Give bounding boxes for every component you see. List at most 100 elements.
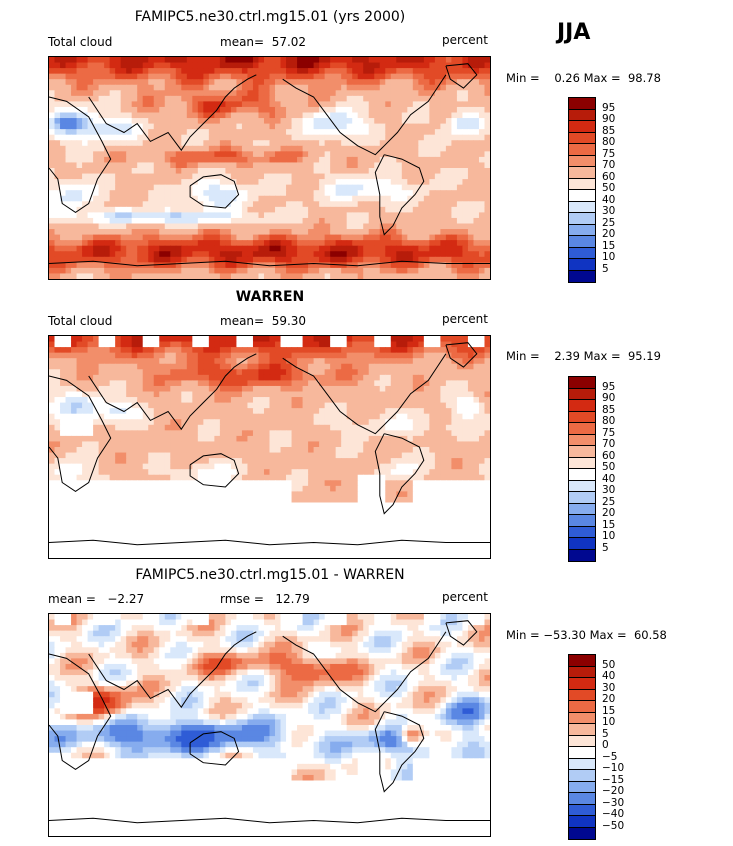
colorbar-level-label: 15 xyxy=(602,239,616,252)
colorbar-swatch xyxy=(569,178,595,190)
panel-1-title: FAMIPC5.ne30.ctrl.mg15.01 (yrs 2000) xyxy=(134,9,406,25)
coastline xyxy=(189,731,240,766)
colorbar-level-label: 30 xyxy=(602,205,616,217)
panel-2-colorbar xyxy=(568,376,596,562)
colorbar-swatch xyxy=(569,469,595,481)
colorbar-level-label: 60 xyxy=(602,170,616,183)
colorbar-swatch xyxy=(569,655,595,667)
colorbar-level-label: −20 xyxy=(602,785,625,797)
colorbar-level-label: −10 xyxy=(602,762,625,774)
coastline xyxy=(282,353,447,435)
coastline xyxy=(49,375,112,493)
colorbar-swatch xyxy=(569,400,595,412)
coastline xyxy=(282,74,447,156)
coastline xyxy=(445,620,478,646)
colorbar-swatch xyxy=(569,515,595,527)
colorbar-swatch xyxy=(569,689,595,701)
colorbar-swatch xyxy=(569,377,595,389)
coastline xyxy=(189,174,240,209)
colorbar-swatch xyxy=(569,259,595,271)
coastline xyxy=(88,353,257,431)
colorbar-swatch xyxy=(569,388,595,400)
colorbar-swatch xyxy=(569,793,595,805)
colorbar-swatch xyxy=(569,735,595,747)
colorbar-swatch xyxy=(569,144,595,156)
panel-1-colorbar xyxy=(568,97,596,283)
colorbar-swatch xyxy=(569,480,595,492)
panel-1-map xyxy=(48,56,491,280)
colorbar-level-label: 5 xyxy=(602,541,609,554)
panel-1-mean-label: mean= 57.02 xyxy=(220,35,307,49)
colorbar-level-label: −5 xyxy=(602,750,618,763)
colorbar-level-label: −30 xyxy=(602,796,625,809)
coastline xyxy=(49,539,490,546)
panel-3-min-max: Min = −53.30 Max = 60.58 xyxy=(506,628,667,642)
panel-1-left-label: Total cloud xyxy=(48,35,113,49)
colorbar-level-label: 95 xyxy=(602,380,616,393)
colorbar-level-label: 40 xyxy=(602,193,616,206)
panel-2-left-label: Total cloud xyxy=(48,314,113,328)
panel-1-units-label: percent xyxy=(442,33,488,47)
panel-3-mean-label: mean = −2.27 xyxy=(48,592,145,606)
colorbar-level-label: 20 xyxy=(602,693,616,705)
colorbar-swatch xyxy=(569,678,595,690)
panel-3-units-label: percent xyxy=(442,590,488,604)
colorbar-swatch xyxy=(569,549,595,561)
colorbar-swatch xyxy=(569,236,595,248)
colorbar-level-label: 70 xyxy=(602,438,616,450)
panel-2-units-label: percent xyxy=(442,312,488,326)
panel-3-rmse-label: rmse = 12.79 xyxy=(220,592,310,606)
colorbar-swatch xyxy=(569,804,595,816)
colorbar-level-label: 70 xyxy=(602,159,616,171)
colorbar-swatch xyxy=(569,446,595,458)
colorbar-level-label: 75 xyxy=(602,426,616,439)
colorbar-swatch xyxy=(569,109,595,121)
coastline xyxy=(49,653,112,771)
colorbar-level-label: 10 xyxy=(602,530,616,542)
colorbar-swatch xyxy=(569,132,595,144)
panel-3-title: FAMIPC5.ne30.ctrl.mg15.01 - WARREN xyxy=(135,567,405,583)
colorbar-swatch xyxy=(569,827,595,839)
colorbar-level-label: 50 xyxy=(602,182,616,194)
colorbar-level-label: −15 xyxy=(602,773,625,786)
colorbar-swatch xyxy=(569,538,595,550)
colorbar-swatch xyxy=(569,666,595,678)
coastline xyxy=(49,260,490,267)
colorbar-swatch xyxy=(569,167,595,179)
colorbar-swatch xyxy=(569,712,595,724)
colorbar-level-label: 80 xyxy=(602,136,616,148)
colorbar-level-label: 10 xyxy=(602,716,616,728)
colorbar-level-label: 90 xyxy=(602,113,616,125)
colorbar-swatch xyxy=(569,155,595,167)
colorbar-swatch xyxy=(569,201,595,213)
colorbar-swatch xyxy=(569,526,595,538)
colorbar-swatch xyxy=(569,503,595,515)
colorbar-swatch xyxy=(569,770,595,782)
colorbar-swatch xyxy=(569,121,595,133)
coastline xyxy=(49,817,490,824)
colorbar-level-label: 20 xyxy=(602,228,616,240)
colorbar-level-label: 60 xyxy=(602,449,616,462)
colorbar-swatch xyxy=(569,747,595,759)
colorbar-swatch xyxy=(569,213,595,225)
colorbar-level-label: 50 xyxy=(602,658,616,671)
panel-2-title: WARREN xyxy=(235,289,305,305)
colorbar-level-label: 50 xyxy=(602,461,616,473)
colorbar-swatch xyxy=(569,190,595,202)
coastline xyxy=(49,96,112,214)
colorbar-level-label: 80 xyxy=(602,415,616,427)
colorbar-swatch xyxy=(569,247,595,259)
colorbar-level-label: 15 xyxy=(602,518,616,531)
colorbar-swatch xyxy=(569,224,595,236)
colorbar-level-label: 90 xyxy=(602,392,616,404)
colorbar-level-label: 85 xyxy=(602,124,616,137)
colorbar-level-label: 40 xyxy=(602,472,616,485)
colorbar-level-label: 75 xyxy=(602,147,616,160)
colorbar-level-label: 20 xyxy=(602,507,616,519)
colorbar-swatch xyxy=(569,434,595,446)
colorbar-level-label: 30 xyxy=(602,484,616,496)
coastline xyxy=(374,711,425,793)
colorbar-level-label: 95 xyxy=(602,101,616,114)
season-label: JJA xyxy=(557,20,591,45)
colorbar-level-label: 5 xyxy=(602,262,609,275)
